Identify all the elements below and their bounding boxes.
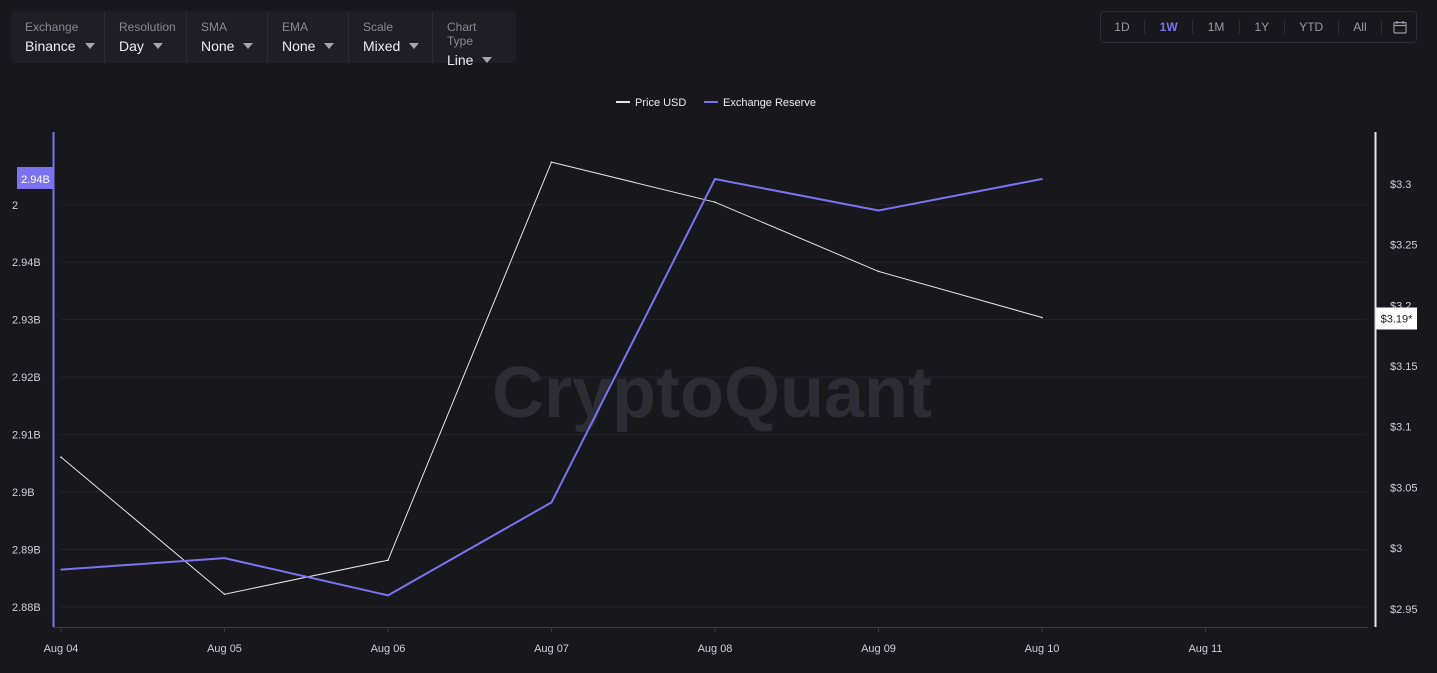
data-point [877,209,880,212]
right-axis-tick-label: $3.1 [1390,422,1411,434]
dropdown-value: Mixed [363,37,420,55]
right-axis-tick-label: $3.3 [1390,179,1411,191]
dropdown-value: Day [119,37,172,55]
left-axis-tick-label: 2.92B [12,372,41,384]
data-point [387,594,389,597]
left-axis-tick-label: 2.9B [12,487,35,499]
range-separator [1192,20,1194,34]
left-current-value-label: 2.94B [21,174,50,186]
dropdown-value-text: Mixed [363,38,401,54]
data-point [714,178,716,180]
range-button-1w[interactable]: 1W [1159,20,1178,34]
left-axis-tick-label: 2.91B [12,430,41,442]
right-axis-tick-label: $3 [1390,543,1402,555]
range-button-all[interactable]: All [1353,20,1367,34]
right-current-value-label: $3.19* [1381,313,1414,325]
dropdown-scale[interactable]: Scale Mixed [349,11,433,63]
range-button-1d[interactable]: 1D [1114,20,1130,34]
dropdown-label: Scale [363,20,394,34]
dropdown-ema[interactable]: EMA None [268,11,349,63]
range-button-1m[interactable]: 1M [1207,20,1225,34]
range-separator [1144,20,1146,34]
dropdown-value-text: None [201,38,235,54]
range-separator [1283,20,1285,34]
right-axis-tick-label: $3.15 [1390,361,1418,373]
chart-series [60,161,1043,597]
x-axis-tick-label: Aug 11 [1188,643,1222,655]
left-current-value-badge [17,166,54,189]
chart-legend: Price USD Exchange Reserve [616,97,816,109]
dropdown-value-text: Day [119,38,144,54]
x-axis-tick-label: Aug 07 [534,643,569,655]
data-point [1041,316,1043,319]
chevron-down-icon [482,57,493,63]
data-point [223,593,226,596]
dropdown-chart-type[interactable]: Chart Type Line [433,11,516,68]
data-point [60,456,62,458]
range-separator [1337,20,1339,34]
data-point [550,501,553,504]
data-point [60,568,62,571]
dropdown-sma[interactable]: SMA None [187,11,268,63]
chart-gridlines [61,204,1366,608]
data-point [714,201,716,203]
dropdown-value: Binance [25,37,95,55]
x-axis-tick-label: Aug 08 [698,643,733,655]
dropdown-resolution[interactable]: Resolution Day [105,11,187,63]
chevron-down-icon [324,43,335,49]
chevron-down-icon [243,43,254,49]
right-current-value-badge [1376,307,1417,330]
time-range-selector: 1D 1W 1M 1Y YTD All [1100,11,1417,43]
dropdown-label: Resolution [119,20,176,34]
chevron-down-icon [84,43,95,49]
chevron-down-icon [409,43,420,49]
left-axis-tick-label: 2.89B [12,544,41,556]
data-point [877,270,880,273]
data-point [223,557,226,559]
chart-toolbar: Exchange Binance Resolution Day SMA None EMA No… [11,11,516,68]
chevron-down-icon [152,43,163,49]
dropdown-exchange[interactable]: Exchange Binance [11,11,105,63]
right-axis-tick-label: $3.25 [1390,240,1418,252]
left-axis-tick-label: 2.93B [12,315,41,327]
left-axis-tick-label: 2 [12,200,18,212]
legend-entry: Price USD [635,97,686,109]
left-axis-tick-label: 2.94B [12,257,41,269]
watermark: CryptoQuant [492,353,932,433]
range-button-ytd[interactable]: YTD [1299,20,1324,34]
x-axis-tick-label: Aug 06 [371,643,406,655]
dropdown-value-text: None [282,38,316,54]
x-axis-tick-label: Aug 09 [861,643,896,655]
dropdown-label: SMA [201,20,228,34]
dropdown-value-text: Line [447,52,474,68]
dropdown-value: Line [447,51,502,69]
dropdown-label: Exchange [25,20,79,34]
x-axis-tick-label: Aug 10 [1025,643,1060,655]
calendar-icon[interactable] [1393,20,1407,34]
range-separator [1238,20,1240,34]
dropdown-label: EMA [282,20,309,34]
dropdown-value: None [201,37,254,55]
dropdown-label: Chart Type [447,20,477,48]
range-button-1y[interactable]: 1Y [1254,20,1270,34]
range-separator [1381,20,1383,34]
x-axis-tick-label: Aug 05 [207,643,242,655]
right-axis-tick-label: $3.05 [1390,482,1418,494]
left-axis-tick-label: 2.88B [12,602,41,614]
right-axis-tick-label: $2.95 [1390,604,1418,616]
current-value-markers: 2.94B $3.19* [17,166,1417,330]
x-axis-tick-label: Aug 04 [44,643,79,655]
dropdown-value-text: Binance [25,38,76,54]
chart-axes: 2.88B 2.89B 2.9B 2.91B 2.92B 2.93B 2.94B 2 $2.95… [12,132,1418,655]
legend-entry: Exchange Reserve [723,97,816,109]
dropdown-value: None [282,37,335,55]
data-point [387,559,389,562]
data-point [550,161,553,163]
data-point [1041,178,1043,180]
